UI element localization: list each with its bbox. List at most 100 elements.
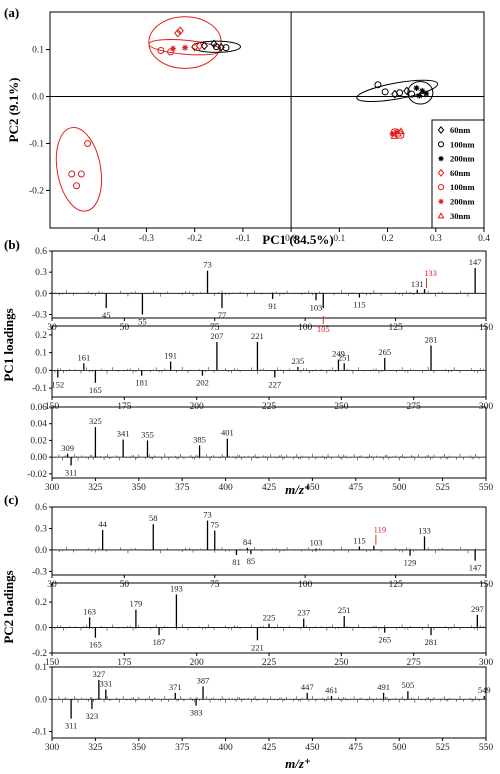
pc2-row1-peak-label: 85 xyxy=(247,556,256,566)
pc1-row3-y-tick-label: -0.02 xyxy=(27,470,47,480)
pc1-row3-peak-label: 325 xyxy=(89,416,102,426)
data-point xyxy=(408,90,416,98)
data-point xyxy=(212,43,220,51)
pc2-row2-peak-label: 165 xyxy=(89,640,102,650)
pc1-row2-peak-label: 161 xyxy=(77,352,90,362)
pc2-row3-x-tick-label: 425 xyxy=(262,743,277,753)
pca-x-tick-label: 0.3 xyxy=(430,234,442,244)
pca-x-tick-label: -0.1 xyxy=(235,234,250,244)
pc2-row2-x-tick-label: 300 xyxy=(479,658,494,668)
pc2-row2-peak-label: 221 xyxy=(251,642,264,652)
pc1-row3-peak-label: 385 xyxy=(193,434,206,444)
pc1-row1-peak-label: 133 xyxy=(424,268,437,278)
legend-entry: 30nm xyxy=(450,211,470,221)
pc2-row1-peak-label: 133 xyxy=(418,525,431,535)
pc1-row1-y-tick-label: -0.3 xyxy=(32,310,47,320)
data-point xyxy=(389,131,396,138)
pc1-row3-frame xyxy=(51,406,487,479)
pca-y-tick-label: -0.2 xyxy=(29,186,44,196)
pc1-row2-peak-label: 165 xyxy=(89,385,102,395)
pc2-row3-y-tick-label: -0.1 xyxy=(32,728,47,738)
legend-marker xyxy=(437,126,445,134)
pc2-row1-y-tick-label: -0.3 xyxy=(32,567,47,577)
pc2-row2-peak-label: 193 xyxy=(170,583,183,593)
pc2-row1-x-tick-label: 75 xyxy=(210,580,220,590)
pc1-row1-peak-label: 115 xyxy=(353,300,365,310)
pca-plot-frame xyxy=(49,11,485,229)
pc2-row1-x-tick-label: 100 xyxy=(298,580,313,590)
pc1-row1-peak-label: 77 xyxy=(218,310,227,320)
pc2-row3-y-tick-label: 0.0 xyxy=(35,695,47,705)
pc1-row2-peak-label: 265 xyxy=(378,347,391,357)
pc1-row2-peak-label: 202 xyxy=(196,378,209,388)
pc1-row2-peak-label: 181 xyxy=(135,378,148,388)
pc1-row2-peak-label: 235 xyxy=(292,356,305,366)
data-point xyxy=(396,89,404,97)
data-point xyxy=(423,90,430,97)
pc1-row1-x-tick-label: 100 xyxy=(298,323,313,333)
pc2-row2-peak-label: 251 xyxy=(338,605,351,615)
pc2-row3-x-tick-label: 500 xyxy=(392,743,407,753)
pc1-row3-x-tick-label: 475 xyxy=(349,483,364,493)
pca-x-tick-label: -0.2 xyxy=(187,234,202,244)
pc2-row2-x-tick-label: 250 xyxy=(334,658,349,668)
pc1-row3-peak-label: 401 xyxy=(221,428,234,438)
pc1-row1-peak-label: 45 xyxy=(102,310,111,320)
pc2-row2-peak-label: 265 xyxy=(378,635,391,645)
pc2-row3-peak-label: 549 xyxy=(478,685,491,695)
pc2-row1-peak-label: 81 xyxy=(232,557,241,567)
panel-a-label: (a) xyxy=(4,5,19,20)
pc1-row3-x-tick-label: 400 xyxy=(218,483,233,493)
pc2-row3-x-tick-label: 325 xyxy=(88,743,103,753)
pc1-row2-peak-label: 152 xyxy=(51,379,64,389)
pc1-row1-peak-label: 55 xyxy=(138,316,147,326)
pc2-row1-peak-label: 84 xyxy=(243,537,252,547)
data-point xyxy=(174,28,182,38)
pc2-row3-x-tick-label: 450 xyxy=(305,743,320,753)
pc2-row2-x-tick-label: 200 xyxy=(190,658,205,668)
legend-entry: 200nm xyxy=(450,154,475,164)
pca-x-tick-label: 0.4 xyxy=(478,234,490,244)
pc2-row1-y-tick-label: 0.6 xyxy=(35,503,47,513)
pc2-row1-peak-label: 58 xyxy=(149,513,158,523)
pc1-row3-y-tick-label: 0.02 xyxy=(30,436,47,446)
pc1-row3-peak-label: 311 xyxy=(65,467,77,477)
pc2-row1-peak-label: 129 xyxy=(404,558,417,568)
legend-marker xyxy=(437,141,445,148)
pc2-row3-frame xyxy=(51,666,487,739)
pc2-row1-y-tick-label: 0.3 xyxy=(35,524,47,534)
pc1-row3-y-tick-label: 0.06 xyxy=(30,403,47,413)
pc2-row3-x-tick-label: 525 xyxy=(435,743,450,753)
pc1-row3-x-tick-label: 350 xyxy=(132,483,147,493)
pc1-row1-frame xyxy=(51,250,487,319)
pc2-row3-x-tick-label: 550 xyxy=(479,743,494,753)
pc2-row1-x-tick-label: 125 xyxy=(388,580,403,590)
pc1-row2-peak-label: 227 xyxy=(268,379,281,389)
pca-x-tick-label: 0.0 xyxy=(285,234,297,244)
pc2-row3-peak-label: 323 xyxy=(86,711,99,721)
pc2-row2-peak-label: 163 xyxy=(83,606,96,616)
pc1-row1-y-tick-label: 0.3 xyxy=(35,268,47,278)
pca-y-tick-label: 0.0 xyxy=(32,93,44,103)
pc1-row3-x-tick-label: 425 xyxy=(262,483,277,493)
pc2-row2-peak-label: 297 xyxy=(471,604,484,614)
pc2-row2-peak-label: 281 xyxy=(425,637,438,647)
legend-entry: 60nm xyxy=(450,168,470,178)
pc2-row1-peak-label: 115 xyxy=(353,535,365,545)
pc1-row1-y-tick-label: 0.6 xyxy=(35,247,47,257)
pc1-row2-peak-label: 221 xyxy=(251,331,264,341)
pc2-row3-x-tick-label: 400 xyxy=(218,743,233,753)
pc2-row3-x-tick-label: 300 xyxy=(45,743,60,753)
pc2-row1-x-tick-label: 50 xyxy=(120,580,130,590)
legend-entry: 100nm xyxy=(450,182,475,192)
pc1-row1-y-tick-label: 0.0 xyxy=(35,289,47,299)
data-point xyxy=(200,41,208,51)
pca-x-tick-label: 0.1 xyxy=(333,234,345,244)
pc1-row2-y-tick-label: 0.1 xyxy=(35,349,47,359)
pc2-row3-peak-label: 371 xyxy=(169,682,182,692)
pc1-row1-peak-label: 105 xyxy=(317,324,330,334)
pc2-loadings-y-title: PC2 loadings xyxy=(1,570,16,643)
legend-marker xyxy=(438,198,444,205)
